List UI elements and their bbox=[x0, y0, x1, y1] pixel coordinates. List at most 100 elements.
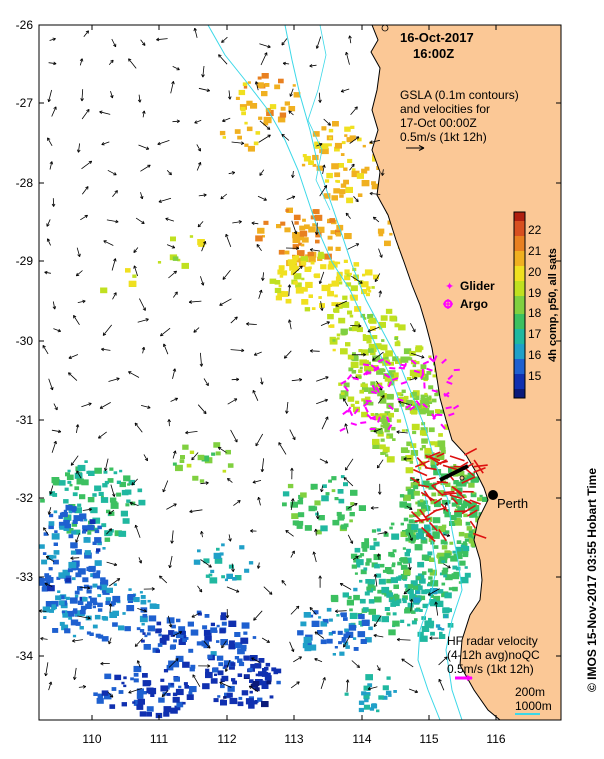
velocity-arrow bbox=[353, 196, 359, 202]
sst-cell bbox=[302, 643, 310, 649]
sst-cell bbox=[248, 667, 253, 672]
sst-cell bbox=[144, 634, 148, 638]
velocity-arrow bbox=[257, 562, 260, 569]
sst-cell bbox=[351, 370, 357, 374]
velocity-arrowhead bbox=[141, 346, 146, 351]
sst-cell bbox=[173, 631, 178, 635]
velocity-arrow bbox=[46, 219, 51, 227]
velocity-arrow bbox=[156, 38, 168, 41]
sst-cell bbox=[361, 386, 369, 392]
velocity-arrowhead bbox=[53, 106, 57, 110]
velocity-arrowhead bbox=[128, 58, 132, 62]
sst-cell bbox=[460, 576, 469, 584]
velocity-arrow bbox=[76, 247, 81, 257]
colorbar-segment bbox=[514, 362, 525, 366]
sst-cell bbox=[353, 587, 358, 592]
sst-cell bbox=[257, 697, 263, 702]
sst-cell bbox=[392, 438, 396, 441]
sst-cell bbox=[352, 637, 357, 640]
sst-cell bbox=[364, 269, 373, 276]
sst-cell bbox=[67, 610, 75, 617]
sst-cell bbox=[216, 547, 220, 551]
isobath-deep bbox=[307, 25, 331, 211]
sst-cell bbox=[163, 706, 172, 713]
velocity-arrow bbox=[255, 433, 264, 447]
velocity-arrow bbox=[316, 399, 328, 405]
sst-cell bbox=[64, 628, 71, 634]
sst-cell bbox=[380, 424, 385, 428]
sst-cell bbox=[133, 597, 140, 603]
sst-cell bbox=[121, 702, 127, 707]
sst-cell bbox=[94, 467, 102, 474]
sst-cell bbox=[322, 484, 327, 488]
sst-cell bbox=[92, 583, 98, 588]
colorbar-segment bbox=[514, 356, 525, 360]
sst-cell bbox=[452, 472, 459, 477]
sst-cell bbox=[428, 395, 432, 398]
velocity-arrow bbox=[82, 508, 92, 511]
sst-cell bbox=[334, 172, 341, 178]
sst-cell bbox=[367, 583, 374, 588]
sst-cell bbox=[459, 560, 466, 566]
sst-cell bbox=[159, 637, 164, 641]
velocity-arrowhead bbox=[252, 480, 256, 484]
radar-arrow bbox=[464, 447, 478, 456]
velocity-arrowhead bbox=[266, 639, 270, 643]
sst-cell bbox=[65, 472, 70, 477]
colorbar-tick: 15 bbox=[528, 369, 542, 383]
velocity-arrowhead bbox=[220, 195, 224, 200]
sst-cell bbox=[119, 481, 126, 488]
sst-cell bbox=[244, 121, 248, 125]
sst-cell bbox=[432, 374, 437, 378]
velocity-arrow bbox=[345, 52, 350, 65]
velocity-arrow bbox=[316, 143, 323, 147]
lat-label: -33 bbox=[16, 570, 34, 584]
velocity-arrowhead bbox=[396, 637, 400, 642]
lon-label: 113 bbox=[284, 732, 303, 746]
sst-cell bbox=[340, 348, 348, 355]
sst-cell bbox=[111, 687, 117, 691]
sst-cell bbox=[342, 637, 347, 641]
sst-cell bbox=[413, 490, 420, 496]
sst-cell bbox=[171, 624, 176, 629]
velocity-arrowhead bbox=[324, 460, 329, 464]
colorbar-segment bbox=[514, 260, 525, 264]
velocity-arrowhead bbox=[82, 685, 87, 689]
sst-cell bbox=[369, 707, 375, 711]
sst-cell bbox=[315, 239, 320, 244]
sst-cell bbox=[337, 261, 341, 265]
velocity-arrow bbox=[284, 350, 292, 359]
sst-cell bbox=[469, 511, 478, 518]
sst-cell bbox=[293, 273, 302, 280]
sst-cell bbox=[304, 525, 312, 531]
sst-cell bbox=[105, 600, 111, 605]
radar-arrow bbox=[473, 532, 487, 539]
sst-cell bbox=[52, 555, 57, 559]
sst-cell bbox=[354, 547, 361, 553]
velocity-arrowhead bbox=[403, 457, 407, 461]
sst-cell bbox=[430, 631, 435, 636]
velocity-arrow bbox=[227, 478, 233, 483]
sst-cell bbox=[407, 623, 411, 627]
velocity-arrow bbox=[316, 36, 322, 49]
sst-cell bbox=[365, 292, 370, 297]
sst-cell bbox=[391, 564, 396, 568]
velocity-arrowhead bbox=[354, 503, 358, 507]
velocity-arrow bbox=[255, 81, 259, 91]
velocity-arrowhead bbox=[176, 119, 180, 124]
sst-cell bbox=[345, 342, 351, 347]
velocity-arrowhead bbox=[376, 464, 381, 469]
sst-cell bbox=[377, 431, 384, 437]
velocity-arrow bbox=[377, 531, 388, 535]
velocity-arrowhead bbox=[75, 424, 80, 428]
sst-cell bbox=[341, 331, 347, 336]
sst-cell bbox=[63, 499, 69, 504]
sst-cell bbox=[39, 578, 45, 584]
velocity-arrowhead bbox=[363, 352, 366, 357]
velocity-arrow bbox=[230, 349, 245, 351]
sst-cell bbox=[339, 189, 346, 195]
velocity-arrow bbox=[172, 120, 180, 123]
colorbar-segment bbox=[514, 275, 525, 279]
sst-cell bbox=[68, 534, 74, 539]
sst-cell bbox=[159, 639, 167, 645]
